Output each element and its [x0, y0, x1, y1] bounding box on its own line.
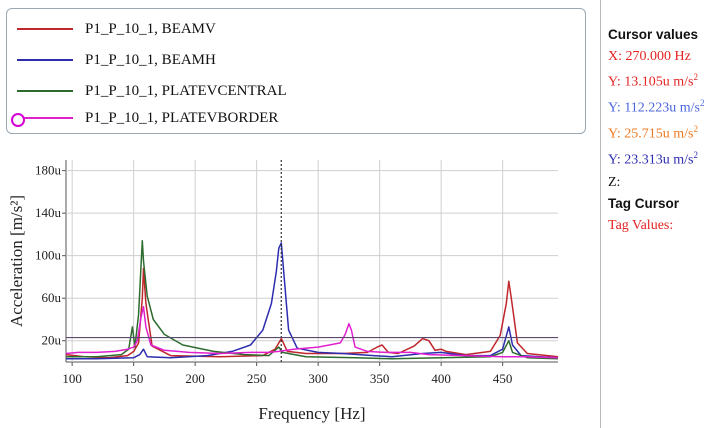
- x-tick-label: 350: [370, 371, 390, 386]
- cursor-x-value: X: 270.000 Hz: [608, 48, 691, 64]
- chart-ticks: 100 150 200 250 300 350 400 450 20u 60u 100u 140u 18…: [35, 163, 512, 386]
- x-tick-label: 300: [308, 371, 328, 386]
- legend: P1_P_10_1, BEAMV P1_P_10_1, BEAMH P1_P_1…: [6, 8, 586, 134]
- cursor-y-value-beamv: Y: 13.105u m/s2: [608, 72, 698, 90]
- legend-item-beamh[interactable]: P1_P_10_1, BEAMH: [17, 50, 216, 70]
- legend-label: P1_P_10_1, PLATEVCENTRAL: [85, 82, 287, 99]
- cursor-y-value-platevcentral: Y: 25.715u m/s2: [608, 124, 698, 142]
- cursor-values-title: Cursor values: [608, 27, 699, 42]
- chart-cursors: [66, 160, 558, 362]
- legend-label: P1_P_10_1, BEAMH: [85, 51, 216, 68]
- x-tick-label: 200: [185, 371, 205, 386]
- x-tick-label: 450: [493, 371, 513, 386]
- x-tick-label: 150: [124, 371, 144, 386]
- series-line-3: [66, 240, 559, 360]
- cursor-y-value-beamh: Y: 112.223u m/s2: [608, 98, 705, 116]
- y-tick-label: 100u: [35, 248, 62, 263]
- x-axis-title: Frequency [Hz]: [258, 404, 365, 423]
- y-axis-title: Acceleration [m/s²]: [7, 195, 26, 327]
- legend-item-platevcentral[interactable]: P1_P_10_1, PLATEVCENTRAL: [17, 81, 287, 101]
- y-tick-label: 140u: [35, 205, 62, 220]
- legend-item-beamv[interactable]: P1_P_10_1, BEAMV: [17, 19, 216, 39]
- y-tick-label: 180u: [35, 163, 62, 178]
- legend-swatch: [17, 28, 73, 30]
- chart: 100 150 200 250 300 350 400 450 20u 60u 100u 140u 18…: [7, 160, 559, 423]
- x-tick-label: 400: [431, 371, 451, 386]
- legend-swatch: [11, 113, 73, 127]
- cursor-z-value: Z:: [608, 174, 621, 190]
- tag-cursor-title: Tag Cursor: [608, 196, 680, 212]
- cursor-values-panel: Cursor values X: 270.000 Hz Y: 13.105u m…: [608, 24, 714, 236]
- y-tick-label: 20u: [42, 333, 62, 348]
- legend-label: P1_P_10_1, PLATEVBORDER: [85, 109, 279, 126]
- x-tick-label: 250: [247, 371, 267, 386]
- tag-values-label: Tag Values:: [608, 217, 674, 233]
- legend-marker-icon: [11, 113, 25, 127]
- x-tick-label: 100: [62, 371, 82, 386]
- panel-divider: [600, 0, 601, 428]
- legend-swatch: [17, 90, 73, 92]
- series-line-4: [65, 305, 559, 359]
- legend-swatch: [17, 59, 73, 61]
- cursor-y-value-platevborder: Y: 23.313u m/s2: [608, 150, 698, 169]
- legend-label: P1_P_10_1, BEAMV: [85, 20, 216, 37]
- y-tick-label: 60u: [42, 290, 62, 305]
- legend-item-platevborder[interactable]: P1_P_10_1, PLATEVBORDER: [11, 108, 279, 128]
